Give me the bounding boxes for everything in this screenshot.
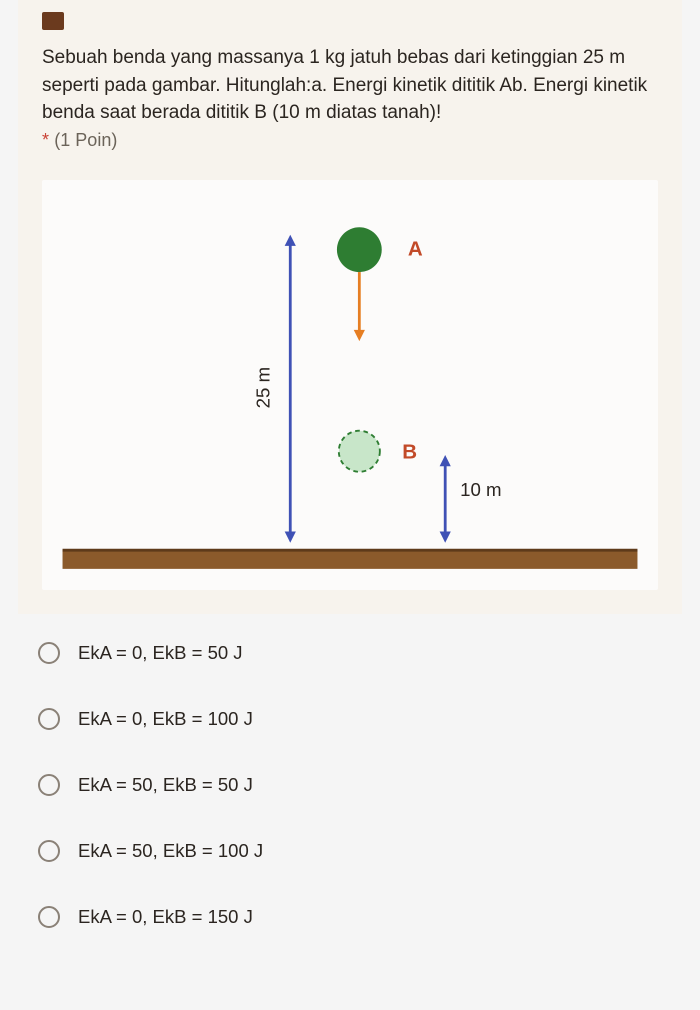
points-label: (1 Poin): [54, 130, 117, 150]
diagram-container: 25 m A B 10 m: [42, 180, 658, 590]
radio-icon: [38, 774, 60, 796]
question-text: Sebuah benda yang massanya 1 kg jatuh be…: [42, 47, 647, 123]
option-1[interactable]: EkA = 0, EkB = 100 J: [38, 708, 700, 730]
option-label: EkA = 50, EkB = 50 J: [78, 774, 253, 796]
option-label: EkA = 0, EkB = 100 J: [78, 708, 253, 730]
question-text-block: Sebuah benda yang massanya 1 kg jatuh be…: [42, 44, 658, 154]
option-2[interactable]: EkA = 50, EkB = 50 J: [38, 774, 700, 796]
option-0[interactable]: EkA = 0, EkB = 50 J: [38, 642, 700, 664]
option-label: EkA = 0, EkB = 150 J: [78, 906, 253, 928]
svg-text:10 m: 10 m: [460, 479, 501, 500]
required-mark: *: [42, 130, 49, 150]
svg-text:B: B: [402, 441, 417, 464]
svg-text:25 m: 25 m: [253, 367, 274, 408]
radio-icon: [38, 840, 60, 862]
radio-icon: [38, 642, 60, 664]
question-number-badge: [42, 12, 64, 30]
physics-diagram: 25 m A B 10 m: [42, 180, 658, 590]
radio-icon: [38, 906, 60, 928]
option-label: EkA = 0, EkB = 50 J: [78, 642, 243, 664]
question-card: Sebuah benda yang massanya 1 kg jatuh be…: [18, 0, 682, 614]
radio-icon: [38, 708, 60, 730]
option-4[interactable]: EkA = 0, EkB = 150 J: [38, 906, 700, 928]
svg-text:A: A: [408, 237, 423, 260]
option-label: EkA = 50, EkB = 100 J: [78, 840, 263, 862]
options-list: EkA = 0, EkB = 50 J EkA = 0, EkB = 100 J…: [0, 614, 700, 928]
option-3[interactable]: EkA = 50, EkB = 100 J: [38, 840, 700, 862]
